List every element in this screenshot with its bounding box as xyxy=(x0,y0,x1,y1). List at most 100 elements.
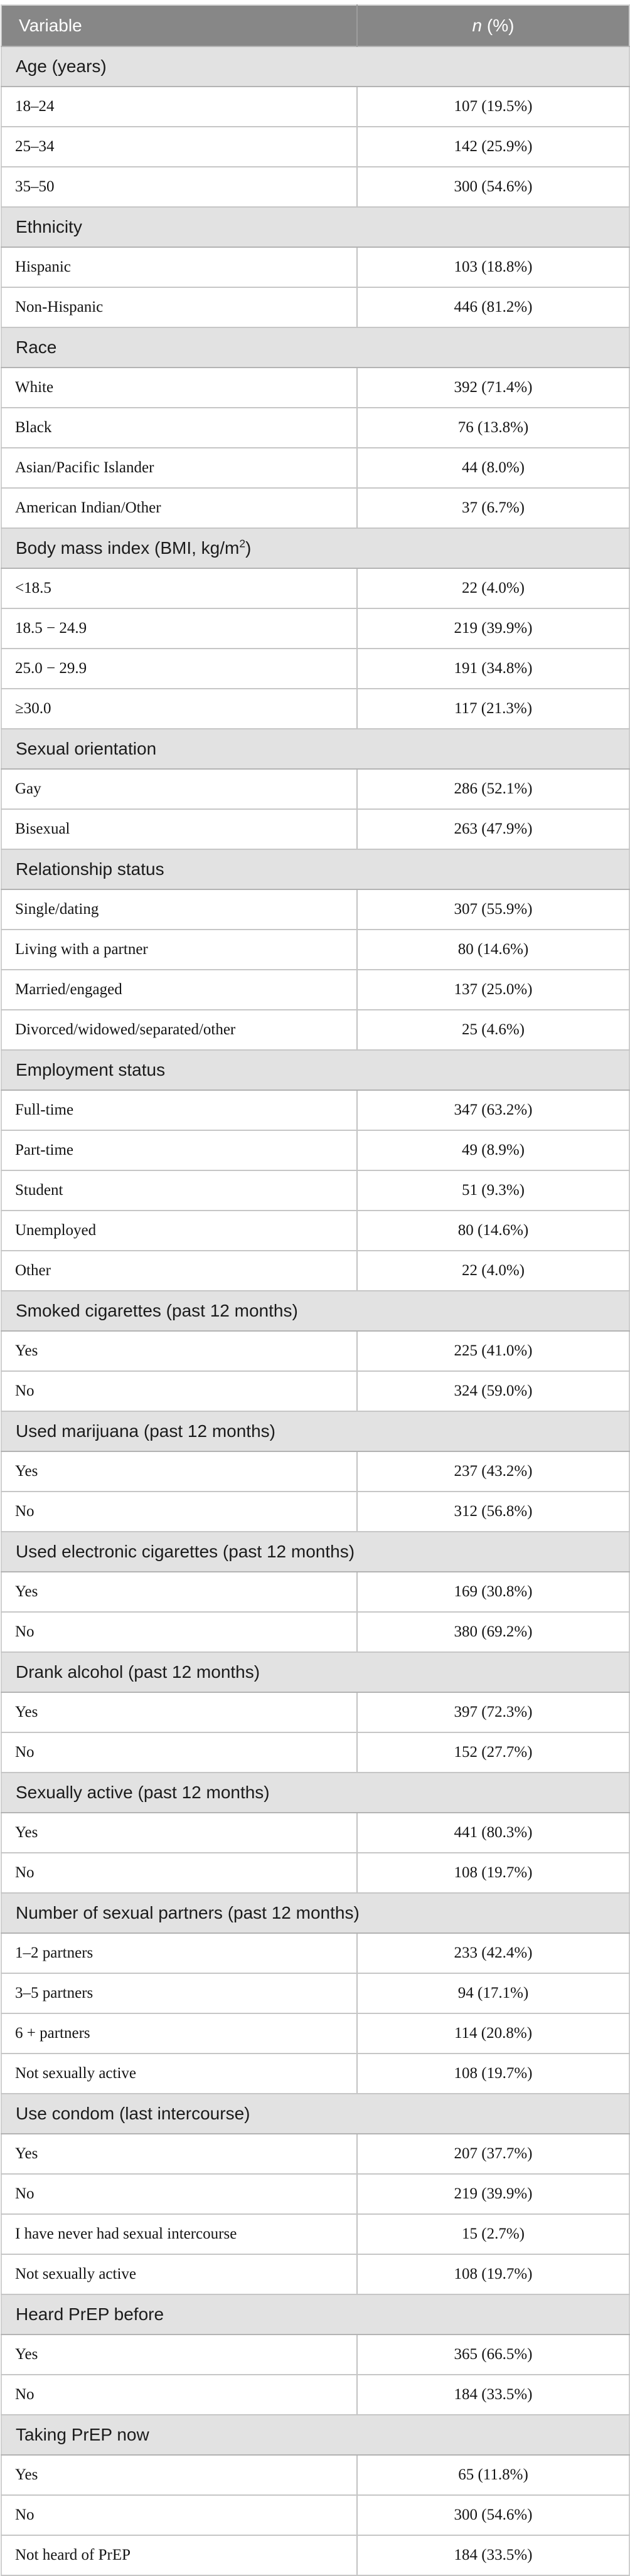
table-body: Age (years) 18–24 107 (19.5%) 25–34 142 … xyxy=(1,46,629,2576)
section-header-row: Sexually active (past 12 months) xyxy=(1,1772,629,1813)
row-value: 80 (14.6%) xyxy=(357,930,629,970)
section-title: Used electronic cigarettes (past 12 mont… xyxy=(1,1531,629,1572)
section-title-text: Body mass index (BMI, kg/m xyxy=(16,538,240,558)
row-value: 76 (13.8%) xyxy=(357,408,629,448)
table-row: Yes 225 (41.0%) xyxy=(1,1331,629,1372)
table-row: Not sexually active 108 (19.7%) xyxy=(1,2254,629,2295)
row-value: 446 (81.2%) xyxy=(357,287,629,328)
table-row: Yes 441 (80.3%) xyxy=(1,1813,629,1853)
section-title-text: Drank alcohol (past 12 months) xyxy=(16,1662,260,1682)
table-row: Yes 65 (11.8%) xyxy=(1,2455,629,2496)
section-title-text: ) xyxy=(245,538,252,558)
table-row: Married/engaged 137 (25.0%) xyxy=(1,970,629,1010)
table-row: 3–5 partners 94 (17.1%) xyxy=(1,1973,629,2014)
row-value: 347 (63.2%) xyxy=(357,1090,629,1131)
table-row: No 312 (56.8%) xyxy=(1,1492,629,1532)
row-value: 44 (8.0%) xyxy=(357,448,629,489)
table-row: No 300 (54.6%) xyxy=(1,2495,629,2536)
table-row: White 392 (71.4%) xyxy=(1,368,629,408)
percent-suffix-label: (%) xyxy=(482,16,515,35)
row-label: Divorced/widowed/separated/other xyxy=(1,1010,358,1051)
row-value: 108 (19.7%) xyxy=(357,2254,629,2295)
row-value: 380 (69.2%) xyxy=(357,1612,629,1653)
section-title-text: Use condom (last intercourse) xyxy=(16,2104,250,2123)
row-value: 184 (33.5%) xyxy=(357,2375,629,2415)
row-label: No xyxy=(1,1612,358,1653)
row-label: 3–5 partners xyxy=(1,1973,358,2014)
row-label: Non-Hispanic xyxy=(1,287,358,328)
row-label: Yes xyxy=(1,1692,358,1733)
table-row: Divorced/widowed/separated/other 25 (4.6… xyxy=(1,1010,629,1051)
table-row: Unemployed 80 (14.6%) xyxy=(1,1211,629,1251)
section-title: Race xyxy=(1,327,629,368)
row-label: Part-time xyxy=(1,1130,358,1171)
row-value: 184 (33.5%) xyxy=(357,2535,629,2576)
section-title-text: Used marijuana (past 12 months) xyxy=(16,1421,275,1441)
table-row: Black 76 (13.8%) xyxy=(1,408,629,448)
row-label: Bisexual xyxy=(1,809,358,850)
row-label: Gay xyxy=(1,769,358,810)
row-value: 397 (72.3%) xyxy=(357,1692,629,1733)
row-label: Living with a partner xyxy=(1,930,358,970)
row-label: No xyxy=(1,1371,358,1412)
row-value: 80 (14.6%) xyxy=(357,1211,629,1251)
section-header-row: Sexual orientation xyxy=(1,728,629,770)
row-label: 6 + partners xyxy=(1,2013,358,2054)
row-value: 117 (21.3%) xyxy=(357,689,629,729)
row-label: No xyxy=(1,1492,358,1532)
row-value: 108 (19.7%) xyxy=(357,2054,629,2094)
row-label: Hispanic xyxy=(1,247,358,288)
row-value: 22 (4.0%) xyxy=(357,1251,629,1291)
column-header-variable: Variable xyxy=(1,5,358,46)
row-label: No xyxy=(1,1853,358,1894)
table-row: Not heard of PrEP 184 (33.5%) xyxy=(1,2535,629,2576)
row-label: Single/dating xyxy=(1,889,358,930)
row-value: 307 (55.9%) xyxy=(357,889,629,930)
section-title: Taking PrEP now xyxy=(1,2414,629,2456)
table-row: <18.5 22 (4.0%) xyxy=(1,568,629,609)
table-row: Part-time 49 (8.9%) xyxy=(1,1130,629,1171)
section-title-text: Age (years) xyxy=(16,56,107,76)
row-value: 219 (39.9%) xyxy=(357,2174,629,2215)
row-value: 152 (27.7%) xyxy=(357,1732,629,1773)
table-row: 18.5 − 24.9 219 (39.9%) xyxy=(1,608,629,649)
row-label: American Indian/Other xyxy=(1,488,358,529)
table-row: Yes 397 (72.3%) xyxy=(1,1692,629,1733)
table-row: Gay 286 (52.1%) xyxy=(1,769,629,810)
section-title: Relationship status xyxy=(1,849,629,890)
row-value: 108 (19.7%) xyxy=(357,1853,629,1894)
section-title: Age (years) xyxy=(1,46,629,87)
demographics-table: Variable n (%) Age (years) 18–24 107 (19… xyxy=(1,4,630,2576)
section-title-text: Sexual orientation xyxy=(16,739,157,758)
row-label: 1–2 partners xyxy=(1,1933,358,1974)
section-header-row: Relationship status xyxy=(1,849,629,890)
row-value: 365 (66.5%) xyxy=(357,2335,629,2375)
table-row: Single/dating 307 (55.9%) xyxy=(1,889,629,930)
table-row: 18–24 107 (19.5%) xyxy=(1,87,629,127)
table-row: 1–2 partners 233 (42.4%) xyxy=(1,1933,629,1974)
section-title-text: Sexually active (past 12 months) xyxy=(16,1783,270,1802)
row-label: I have never had sexual intercourse xyxy=(1,2214,358,2255)
row-label: Yes xyxy=(1,1331,358,1372)
section-title-text: Taking PrEP now xyxy=(16,2425,149,2444)
row-value: 219 (39.9%) xyxy=(357,608,629,649)
row-value: 392 (71.4%) xyxy=(357,368,629,408)
row-value: 207 (37.7%) xyxy=(357,2134,629,2175)
section-header-row: Smoked cigarettes (past 12 months) xyxy=(1,1290,629,1332)
table-row: Student 51 (9.3%) xyxy=(1,1170,629,1211)
section-header-row: Heard PrEP before xyxy=(1,2294,629,2335)
row-label: No xyxy=(1,2495,358,2536)
row-label: Black xyxy=(1,408,358,448)
table-row: 6 + partners 114 (20.8%) xyxy=(1,2013,629,2054)
row-value: 300 (54.6%) xyxy=(357,2495,629,2536)
table-row: 25.0 − 29.9 191 (34.8%) xyxy=(1,649,629,689)
section-header-row: Age (years) xyxy=(1,46,629,87)
section-header-row: Used marijuana (past 12 months) xyxy=(1,1411,629,1452)
row-label: No xyxy=(1,2174,358,2215)
table-row: ≥30.0 117 (21.3%) xyxy=(1,689,629,729)
section-title: Employment status xyxy=(1,1049,629,1091)
row-label: Not sexually active xyxy=(1,2054,358,2094)
table-row: Other 22 (4.0%) xyxy=(1,1251,629,1291)
row-label: Unemployed xyxy=(1,1211,358,1251)
row-label: 35–50 xyxy=(1,167,358,208)
